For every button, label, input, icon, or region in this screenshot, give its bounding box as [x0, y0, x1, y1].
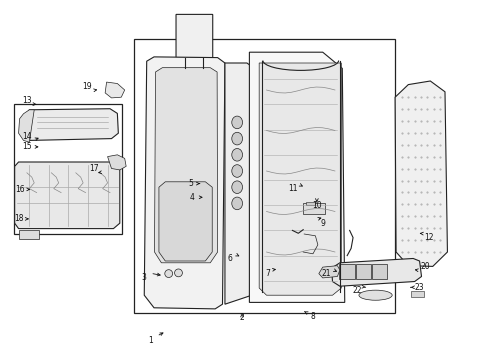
Text: 10: 10: [311, 202, 321, 210]
Text: 23: 23: [414, 283, 424, 292]
Ellipse shape: [231, 132, 242, 145]
Polygon shape: [318, 266, 339, 278]
Ellipse shape: [231, 197, 242, 210]
Bar: [339, 264, 354, 279]
Text: 18: 18: [14, 215, 23, 223]
Text: 20: 20: [420, 262, 429, 271]
Ellipse shape: [231, 181, 242, 194]
Text: 14: 14: [22, 132, 32, 141]
Text: 11: 11: [288, 184, 298, 193]
Polygon shape: [24, 109, 118, 140]
Text: 16: 16: [15, 185, 24, 194]
Ellipse shape: [231, 165, 242, 177]
Text: 13: 13: [22, 96, 32, 105]
Text: 17: 17: [89, 164, 99, 173]
Polygon shape: [15, 162, 120, 229]
Bar: [371, 264, 386, 279]
Ellipse shape: [231, 116, 242, 129]
Circle shape: [164, 270, 172, 278]
Text: 6: 6: [227, 254, 232, 263]
Text: 4: 4: [189, 193, 194, 202]
FancyBboxPatch shape: [176, 14, 212, 58]
Text: 8: 8: [310, 312, 315, 321]
Polygon shape: [19, 110, 34, 142]
Bar: [134, 39, 394, 313]
Text: 9: 9: [320, 219, 325, 228]
Polygon shape: [394, 81, 447, 266]
Polygon shape: [249, 52, 344, 302]
Text: 12: 12: [424, 233, 433, 242]
Circle shape: [174, 269, 182, 277]
Text: 3: 3: [142, 273, 146, 282]
Polygon shape: [105, 82, 124, 98]
Bar: [14, 104, 122, 234]
Polygon shape: [224, 63, 251, 304]
Bar: [355, 264, 370, 279]
Text: 1: 1: [148, 336, 153, 345]
Bar: [305, 202, 315, 205]
Polygon shape: [154, 68, 217, 263]
Ellipse shape: [231, 149, 242, 161]
Polygon shape: [159, 182, 212, 261]
Polygon shape: [107, 155, 126, 170]
Text: 22: 22: [351, 287, 361, 295]
Bar: [410, 291, 424, 297]
Bar: [303, 203, 325, 214]
Polygon shape: [331, 258, 421, 286]
Text: 2: 2: [239, 313, 244, 322]
Polygon shape: [144, 57, 224, 309]
Ellipse shape: [358, 290, 391, 300]
Text: 15: 15: [22, 143, 32, 152]
Text: 21: 21: [321, 269, 331, 278]
Bar: [19, 230, 39, 239]
Text: 7: 7: [265, 269, 270, 278]
Polygon shape: [259, 63, 341, 295]
Text: 19: 19: [82, 82, 92, 91]
Text: 5: 5: [188, 179, 193, 188]
